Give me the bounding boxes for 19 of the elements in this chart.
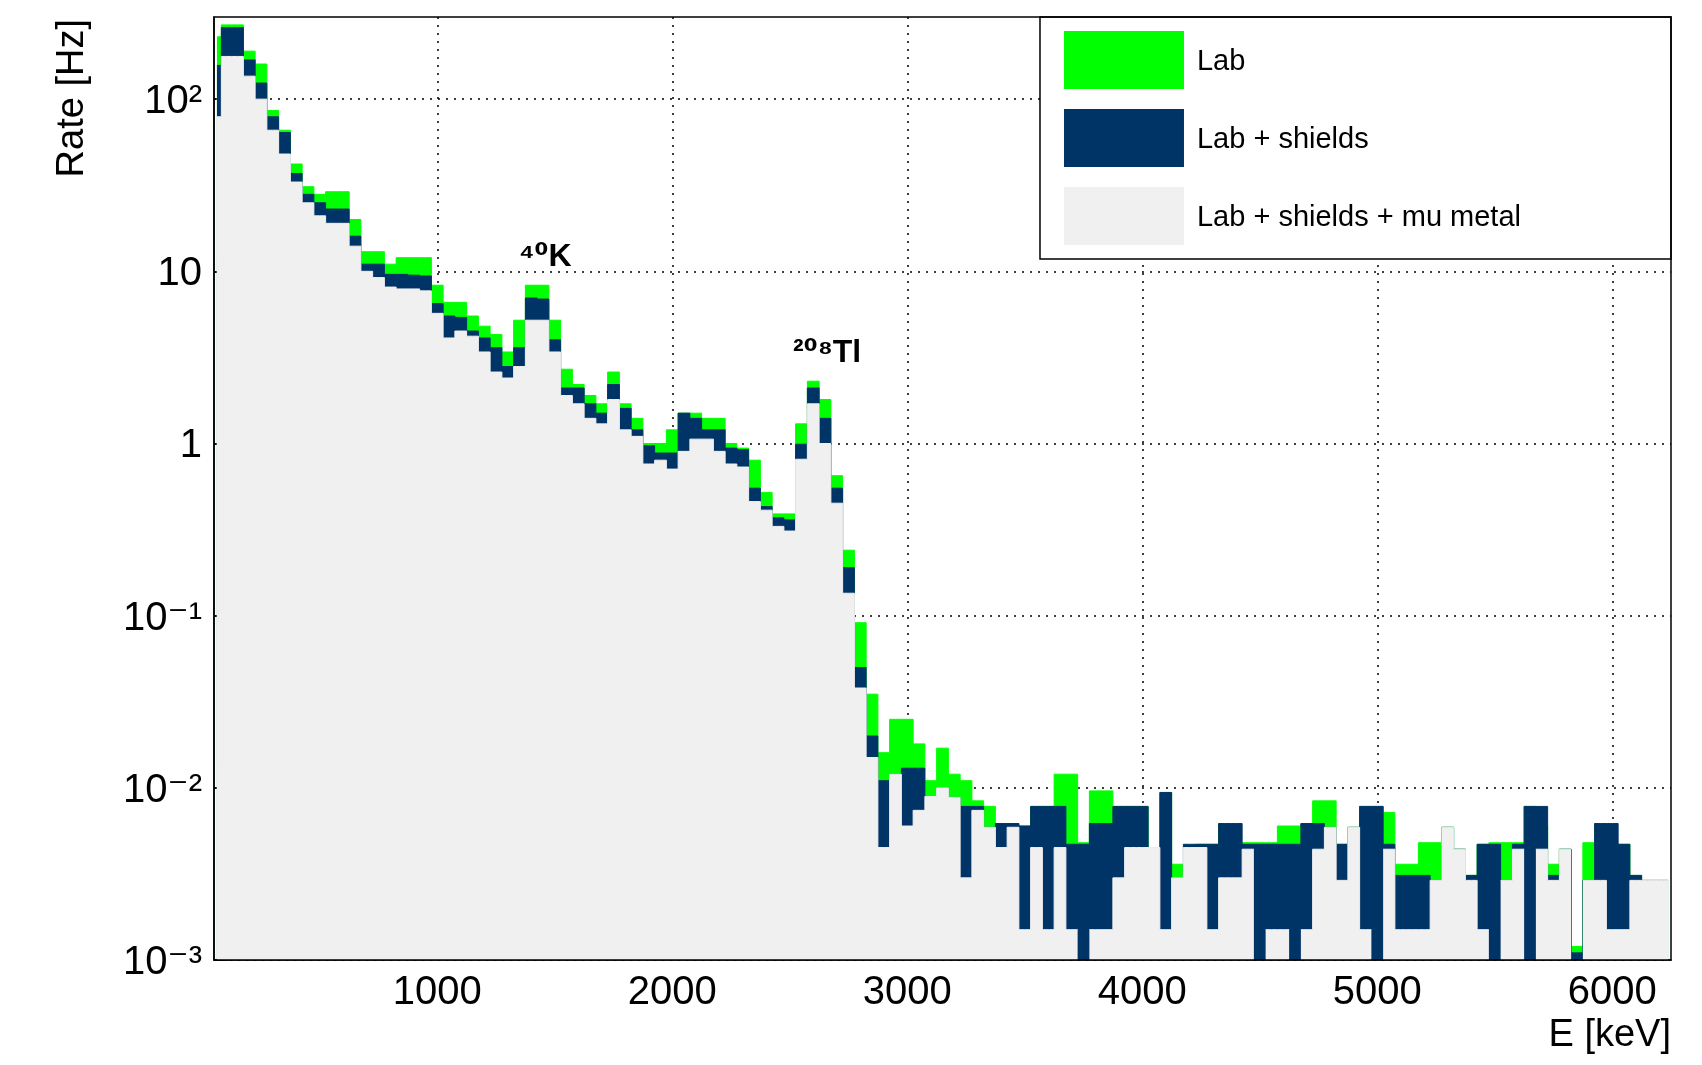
x-tick-label: 5000 — [1332, 968, 1422, 1012]
y-tick-label: 10⁻³ — [123, 938, 202, 982]
y-tick-label: 10⁻¹ — [123, 593, 202, 638]
annotation: ²⁰⁸Tl — [793, 333, 862, 370]
x-tick-label: 1000 — [392, 968, 482, 1012]
annotation: ⁴⁰K — [518, 237, 572, 274]
y-tick-label: 10² — [144, 77, 202, 122]
y-tick-label: 1 — [179, 421, 202, 466]
x-tick-label: 3000 — [862, 968, 952, 1012]
x-tick-label: 2000 — [627, 968, 717, 1012]
legend-label: Lab — [1196, 44, 1246, 76]
y-tick-label: 10 — [157, 249, 202, 294]
x-axis-title: E [keV] — [1548, 1012, 1671, 1054]
legend-label: Lab + shields + mu metal — [1196, 200, 1521, 232]
y-tick-label: 10⁻² — [123, 765, 202, 810]
legend-label: Lab + shields — [1196, 122, 1369, 154]
y-axis-title: Rate [Hz] — [49, 19, 91, 178]
x-tick-label: 6000 — [1567, 968, 1657, 1012]
x-tick-label: 4000 — [1097, 968, 1187, 1012]
